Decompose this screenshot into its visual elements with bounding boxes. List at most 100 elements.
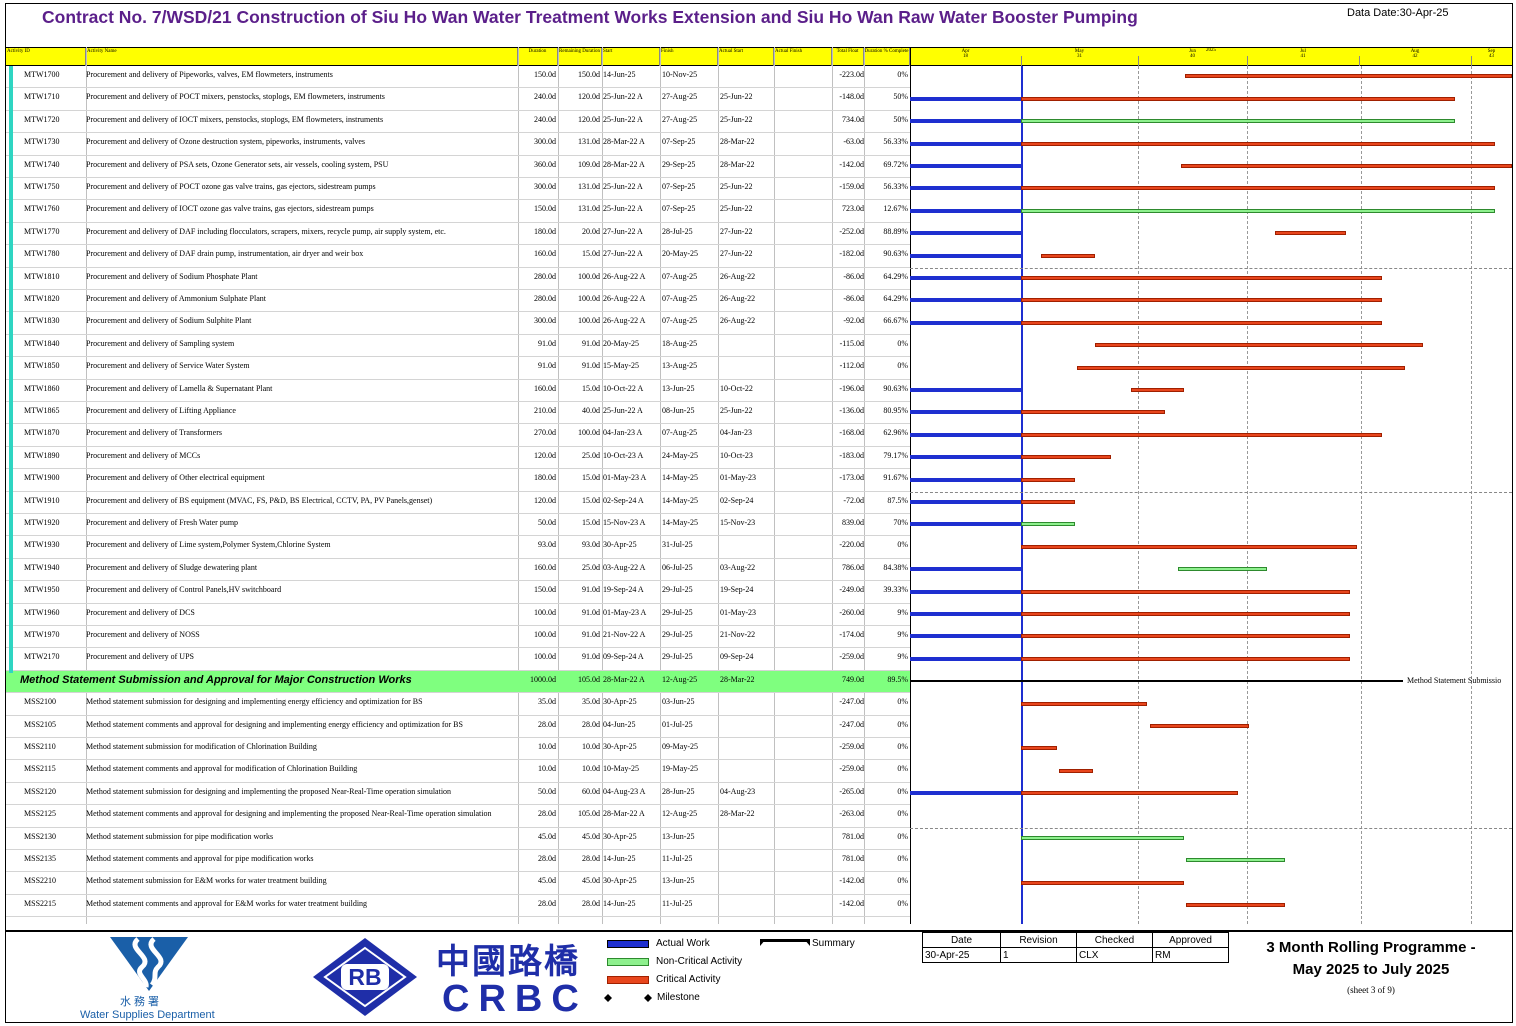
table-row[interactable]: MSS2100 Method statement submission for d…	[6, 693, 910, 716]
table-row[interactable]: MTW1810 Procurement and delivery of Sodiu…	[6, 268, 910, 290]
gantt-summary-bar[interactable]	[910, 680, 1403, 682]
gantt-actual-bar[interactable]	[910, 298, 1021, 302]
col-header-pct-complete[interactable]: Duration % Complete	[864, 48, 910, 66]
table-row[interactable]: MTW1720 Procurement and delivery of IOCT …	[6, 111, 910, 133]
gantt-actual-bar[interactable]	[910, 209, 1021, 213]
gantt-noncritical-bar[interactable]	[1021, 836, 1184, 840]
table-row[interactable]: MTW1900 Procurement and delivery of Other…	[6, 469, 910, 492]
gantt-actual-bar[interactable]	[910, 231, 1021, 235]
table-row[interactable]: MTW1970 Procurement and delivery of NOSS 1…	[6, 626, 910, 648]
group-row[interactable]: Method Statement Submission and Approval…	[6, 671, 910, 693]
gantt-critical-bar[interactable]	[1041, 254, 1095, 258]
gantt-actual-bar[interactable]	[910, 97, 1021, 101]
gantt-actual-bar[interactable]	[910, 590, 1021, 594]
table-row[interactable]: MSS2210 Method statement submission for E…	[6, 872, 910, 895]
table-row[interactable]: MTW1760 Procurement and delivery of IOCT …	[6, 200, 910, 223]
table-row[interactable]: MTW1950 Procurement and delivery of Contr…	[6, 581, 910, 604]
col-header-start[interactable]: Start	[602, 48, 660, 66]
gantt-critical-bar[interactable]	[1021, 186, 1495, 190]
gantt-noncritical-bar[interactable]	[1178, 567, 1267, 571]
gantt-critical-bar[interactable]	[1275, 231, 1346, 235]
gantt-critical-bar[interactable]	[1021, 321, 1382, 325]
table-row[interactable]: MTW1910 Procurement and delivery of BS eq…	[6, 492, 910, 514]
gantt-actual-bar[interactable]	[910, 164, 1021, 168]
gantt-critical-bar[interactable]	[1095, 343, 1423, 347]
gantt-critical-bar[interactable]	[1021, 545, 1357, 549]
table-row[interactable]: MTW1865 Procurement and delivery of Lifti…	[6, 402, 910, 424]
gantt-critical-bar[interactable]	[1059, 769, 1093, 773]
gantt-actual-bar[interactable]	[910, 500, 1021, 504]
table-row[interactable]: MTW1850 Procurement and delivery of Servi…	[6, 357, 910, 380]
table-row[interactable]: MTW1710 Procurement and delivery of POCT …	[6, 88, 910, 111]
table-row[interactable]: MSS2105 Method statement comments and app…	[6, 716, 910, 738]
gantt-actual-bar[interactable]	[910, 791, 1021, 795]
gantt-critical-bar[interactable]	[1181, 164, 1512, 168]
col-header-total-float[interactable]: Total Float	[832, 48, 864, 66]
table-row[interactable]: MTW1830 Procurement and delivery of Sodiu…	[6, 312, 910, 335]
table-row[interactable]: MTW1730 Procurement and delivery of Ozone…	[6, 133, 910, 156]
table-row[interactable]: MTW1920 Procurement and delivery of Fresh…	[6, 514, 910, 536]
gantt-noncritical-bar[interactable]	[1021, 522, 1075, 526]
gantt-actual-bar[interactable]	[910, 142, 1021, 146]
table-row[interactable]: MTW1860 Procurement and delivery of Lamel…	[6, 380, 910, 402]
table-row[interactable]: MTW2170 Procurement and delivery of UPS 10…	[6, 648, 910, 671]
table-row[interactable]: MTW1740 Procurement and delivery of PSA s…	[6, 156, 910, 178]
gantt-critical-bar[interactable]	[1021, 634, 1350, 638]
gantt-noncritical-bar[interactable]	[1186, 858, 1285, 862]
gantt-critical-bar[interactable]	[1021, 410, 1165, 414]
col-header-name[interactable]: Activity Name	[86, 48, 518, 66]
gantt-critical-bar[interactable]	[1021, 455, 1111, 459]
col-header-finish[interactable]: Finish	[660, 48, 718, 66]
gantt-noncritical-bar[interactable]	[1021, 209, 1495, 213]
gantt-critical-bar[interactable]	[1021, 590, 1350, 594]
gantt-actual-bar[interactable]	[910, 254, 1021, 258]
table-row[interactable]: MSS2120 Method statement submission for d…	[6, 783, 910, 805]
gantt-critical-bar[interactable]	[1077, 366, 1405, 370]
gantt-critical-bar[interactable]	[1131, 388, 1184, 392]
col-header-actual-finish[interactable]: Actual Finish	[774, 48, 832, 66]
gantt-actual-bar[interactable]	[910, 478, 1021, 482]
table-row[interactable]: MTW1700 Procurement and delivery of Pipew…	[6, 66, 910, 88]
gantt-critical-bar[interactable]	[1021, 276, 1382, 280]
table-row[interactable]: MTW1940 Procurement and delivery of Sludg…	[6, 559, 910, 581]
gantt-actual-bar[interactable]	[910, 433, 1021, 437]
gantt-noncritical-bar[interactable]	[1021, 119, 1455, 123]
table-row[interactable]: MSS2130 Method statement submission for p…	[6, 828, 910, 850]
gantt-actual-bar[interactable]	[910, 119, 1021, 123]
table-row[interactable]: MTW1770 Procurement and delivery of DAF i…	[6, 223, 910, 245]
col-header-actual-start[interactable]: Actual Start	[718, 48, 774, 66]
gantt-actual-bar[interactable]	[910, 455, 1021, 459]
gantt-actual-bar[interactable]	[910, 522, 1021, 526]
gantt-critical-bar[interactable]	[1185, 74, 1512, 78]
table-row[interactable]: MSS2110 Method statement submission for m…	[6, 738, 910, 760]
gantt-actual-bar[interactable]	[910, 388, 1021, 392]
table-row[interactable]: MTW1840 Procurement and delivery of Sampl…	[6, 335, 910, 357]
table-row[interactable]: MSS2135 Method statement comments and app…	[6, 850, 910, 872]
gantt-critical-bar[interactable]	[1021, 791, 1238, 795]
col-header-id[interactable]: Activity ID	[6, 48, 86, 66]
gantt-critical-bar[interactable]	[1021, 612, 1350, 616]
gantt-critical-bar[interactable]	[1021, 97, 1455, 101]
gantt-actual-bar[interactable]	[910, 321, 1021, 325]
table-row[interactable]: MTW1960 Procurement and delivery of DCS 10…	[6, 604, 910, 626]
table-row[interactable]: MSS2125 Method statement comments and app…	[6, 805, 910, 828]
table-row[interactable]: MSS2115 Method statement comments and app…	[6, 760, 910, 783]
gantt-critical-bar[interactable]	[1150, 724, 1249, 728]
gantt-actual-bar[interactable]	[910, 612, 1021, 616]
gantt-critical-bar[interactable]	[1021, 657, 1350, 661]
gantt-actual-bar[interactable]	[910, 657, 1021, 661]
table-row[interactable]: MTW1750 Procurement and delivery of POCT …	[6, 178, 910, 200]
col-header-duration[interactable]: Duration	[518, 48, 558, 66]
gantt-actual-bar[interactable]	[910, 634, 1021, 638]
gantt-actual-bar[interactable]	[910, 276, 1021, 280]
table-row[interactable]: MTW1820 Procurement and delivery of Ammon…	[6, 290, 910, 312]
table-row[interactable]: MTW1890 Procurement and delivery of MCCs 1…	[6, 447, 910, 469]
gantt-critical-bar[interactable]	[1021, 478, 1075, 482]
gantt-critical-bar[interactable]	[1021, 746, 1057, 750]
table-row[interactable]: MTW1870 Procurement and delivery of Trans…	[6, 424, 910, 447]
gantt-critical-bar[interactable]	[1021, 142, 1495, 146]
gantt-actual-bar[interactable]	[910, 186, 1021, 190]
table-row[interactable]: MTW1930 Procurement and delivery of Lime …	[6, 536, 910, 559]
gantt-critical-bar[interactable]	[1021, 702, 1147, 706]
gantt-critical-bar[interactable]	[1021, 433, 1382, 437]
